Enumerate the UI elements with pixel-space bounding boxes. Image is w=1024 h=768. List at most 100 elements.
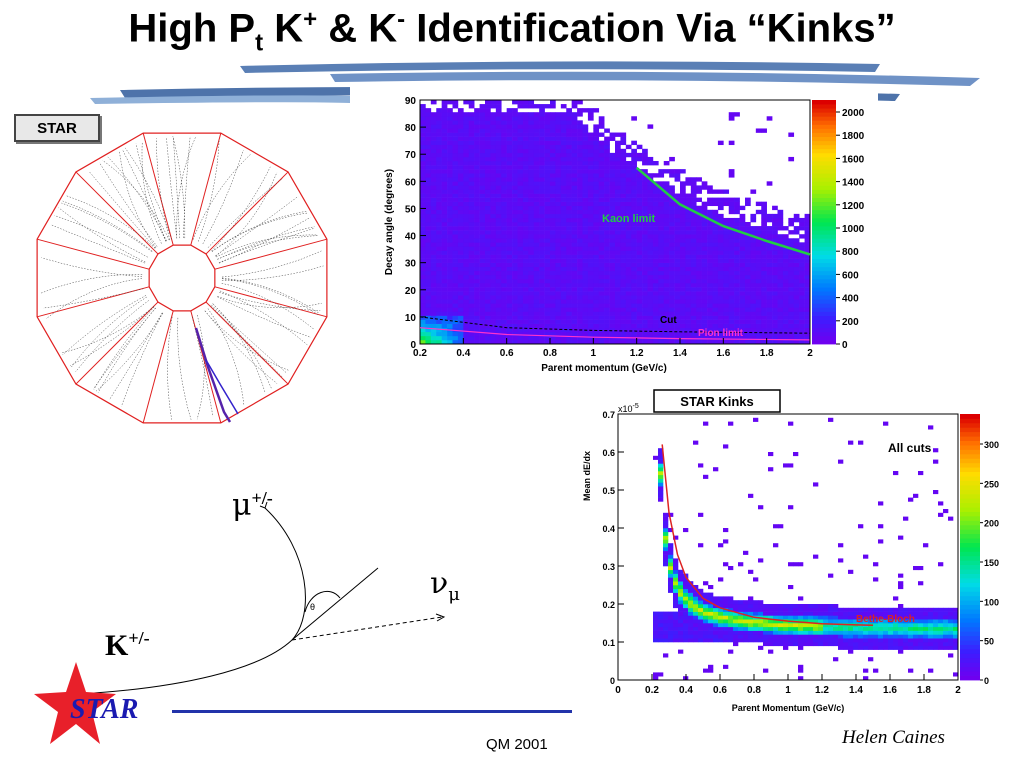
dedx-cell: [768, 638, 774, 643]
decay-angle-cell: [457, 266, 464, 272]
decay-angle-cell: [522, 242, 529, 247]
decay-angle-cell: [566, 144, 572, 150]
decay-angle-cell: [690, 262, 697, 268]
decay-angle-cell: [550, 132, 556, 137]
decay-angle-cell: [485, 331, 491, 337]
decay-angle-cell: [642, 266, 648, 272]
decay-angle-cell: [636, 254, 643, 259]
decay-angle-cell: [490, 156, 497, 162]
decay-angle-cell: [663, 205, 670, 211]
decay-angle-cell: [571, 266, 578, 272]
decay-angle-cell: [517, 181, 524, 186]
dedx-cell: [738, 626, 744, 631]
decay-angle-cell: [533, 246, 540, 251]
decay-angle-cell: [533, 136, 540, 141]
dedx-cell: [758, 505, 764, 510]
decay-angle-cell: [452, 226, 459, 231]
decay-angle-cell: [593, 258, 600, 263]
decay-angle-cell: [522, 254, 529, 259]
decay-angle-cell: [550, 230, 556, 235]
tpc-track: [211, 166, 271, 252]
decay-angle-cell: [782, 274, 789, 280]
decay-angle-cell: [430, 291, 437, 296]
decay-angle-cell: [793, 315, 800, 320]
decay-angle-cell: [680, 226, 686, 231]
decay-angle-cell: [539, 254, 545, 259]
dedx-cell: [883, 642, 889, 647]
decay-angle-cell: [712, 311, 719, 316]
decay-angle-cell: [685, 242, 692, 247]
decay-angle-cell: [452, 254, 459, 259]
decay-angle-cell: [717, 197, 724, 202]
decay-angle-cell: [582, 278, 589, 284]
decay-angle-cell: [598, 311, 605, 316]
decay-angle-cell: [658, 307, 665, 312]
decay-angle-cell: [766, 339, 773, 345]
decay-angle-cell: [674, 173, 681, 178]
decay-angle-cell: [669, 295, 675, 300]
dedx-cell: [708, 626, 714, 631]
decay-angle-cell: [696, 291, 702, 296]
decay-angle-cell: [452, 258, 459, 263]
decay-angle-cell: [490, 258, 497, 263]
decay-angle-cell: [609, 201, 616, 207]
decay-angle-cell: [441, 323, 448, 329]
decay-angle-cell: [777, 315, 784, 320]
decay-angle-cell: [560, 136, 567, 141]
decay-angle-cell: [522, 124, 529, 129]
decay-angle-cell: [609, 222, 616, 227]
decay-angle-cell: [696, 234, 702, 239]
decay-angle-cell: [745, 303, 751, 308]
decay-angle-cell: [522, 112, 529, 117]
decay-angle-cell: [615, 287, 621, 292]
decay-angle-cell: [799, 217, 805, 223]
dedx-cell: [878, 524, 884, 529]
decay-angle-cell: [517, 234, 524, 239]
decay-angle-cell: [766, 287, 773, 292]
decay-angle-cell: [485, 177, 491, 182]
decay-angle-cell: [631, 311, 637, 316]
dedx-cell: [658, 493, 664, 498]
decay-angle-cell: [447, 124, 453, 129]
decay-angle-cell: [728, 197, 735, 202]
decay-angle-cell: [571, 270, 578, 276]
decay-angle-cell: [544, 262, 551, 268]
decay-angle-cell: [441, 295, 448, 300]
decay-angle-cell: [522, 185, 529, 190]
decay-angle-cell: [593, 226, 600, 231]
decay-angle-cell: [425, 144, 432, 150]
decay-angle-cell: [430, 266, 437, 272]
decay-angle-cell: [615, 327, 621, 333]
decay-angle-cell: [457, 205, 464, 211]
decay-angle-cell: [663, 197, 670, 202]
dedx-cell: [743, 638, 749, 643]
decay-angle-cell: [479, 315, 486, 320]
decay-angle-cell: [501, 254, 507, 259]
decay-angle-cell: [674, 311, 681, 316]
dedx-cell: [678, 592, 684, 597]
decay-angle-cell: [755, 270, 762, 276]
decay-angle-cell: [734, 311, 740, 316]
decay-angle-cell: [522, 132, 529, 137]
decay-angle-cell: [750, 335, 757, 341]
decay-angle-cell: [717, 246, 724, 251]
decay-angle-cell: [745, 230, 751, 235]
decay-angle-cell: [485, 287, 491, 292]
dedx-cell: [788, 642, 794, 647]
dedx-cell: [668, 619, 674, 624]
decay-angle-cell: [598, 222, 605, 227]
decay-angle-cell: [777, 217, 784, 223]
decay-angle-cell: [685, 299, 692, 304]
decay-angle-cell: [463, 120, 470, 125]
decay-angle-cell: [457, 299, 464, 304]
dedx-cell: [898, 573, 904, 578]
decay-angle-cell: [690, 323, 697, 329]
decay-angle-cell: [506, 327, 513, 333]
decay-angle-cell: [544, 140, 551, 146]
dedx-cell: [873, 562, 879, 567]
dedx-cell: [658, 463, 664, 468]
dedx-cell: [763, 604, 769, 609]
decay-angle-cell: [457, 189, 464, 194]
decay-angle-cell: [647, 250, 654, 255]
decay-angle-cell: [447, 258, 453, 263]
